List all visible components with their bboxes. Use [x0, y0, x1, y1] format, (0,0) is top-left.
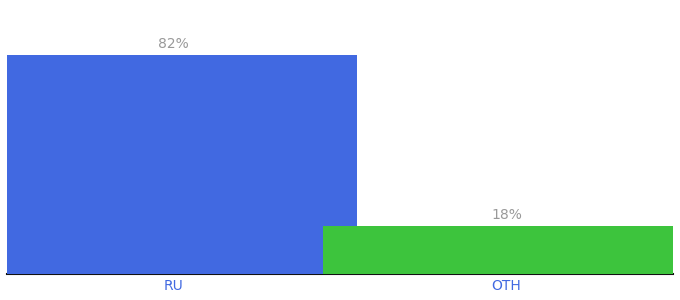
Text: 18%: 18% — [491, 208, 522, 222]
Bar — [0, 55, 356, 274]
Bar — [324, 226, 680, 274]
Text: 82%: 82% — [158, 37, 189, 51]
